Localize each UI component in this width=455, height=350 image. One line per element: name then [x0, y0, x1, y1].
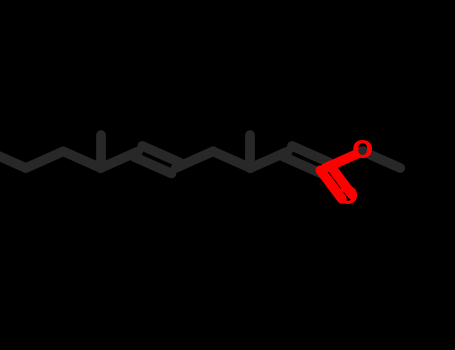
Text: O: O — [352, 139, 374, 163]
Text: O: O — [336, 185, 358, 209]
